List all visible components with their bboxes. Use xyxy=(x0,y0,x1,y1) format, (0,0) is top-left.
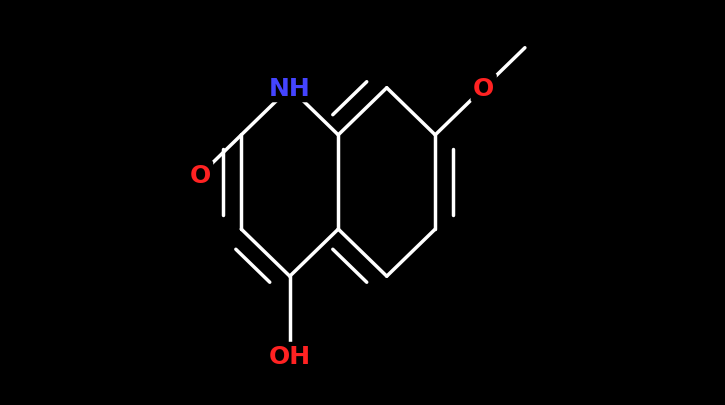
Text: OH: OH xyxy=(269,344,311,369)
Text: O: O xyxy=(189,164,211,188)
Text: NH: NH xyxy=(269,77,310,100)
Text: O: O xyxy=(473,77,494,100)
